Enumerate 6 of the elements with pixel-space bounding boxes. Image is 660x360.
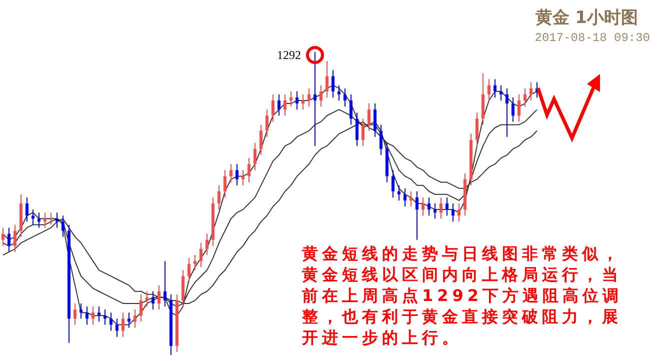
text: 黄金 1小时图 xyxy=(535,7,638,29)
annotation: 1292 xyxy=(277,48,301,62)
annotation: 黄金短线的走势与日线图非常类似，黄金短线以区间内向上格局运行，当前在上周高点1292下方遇阻高位调整，也有利于黄金直接突破阻力，展开进一步的上行。 xyxy=(302,243,634,348)
text: 2017-08-18 09:30 xyxy=(534,31,650,45)
candlestick xyxy=(314,52,316,146)
candlestick xyxy=(50,212,52,225)
